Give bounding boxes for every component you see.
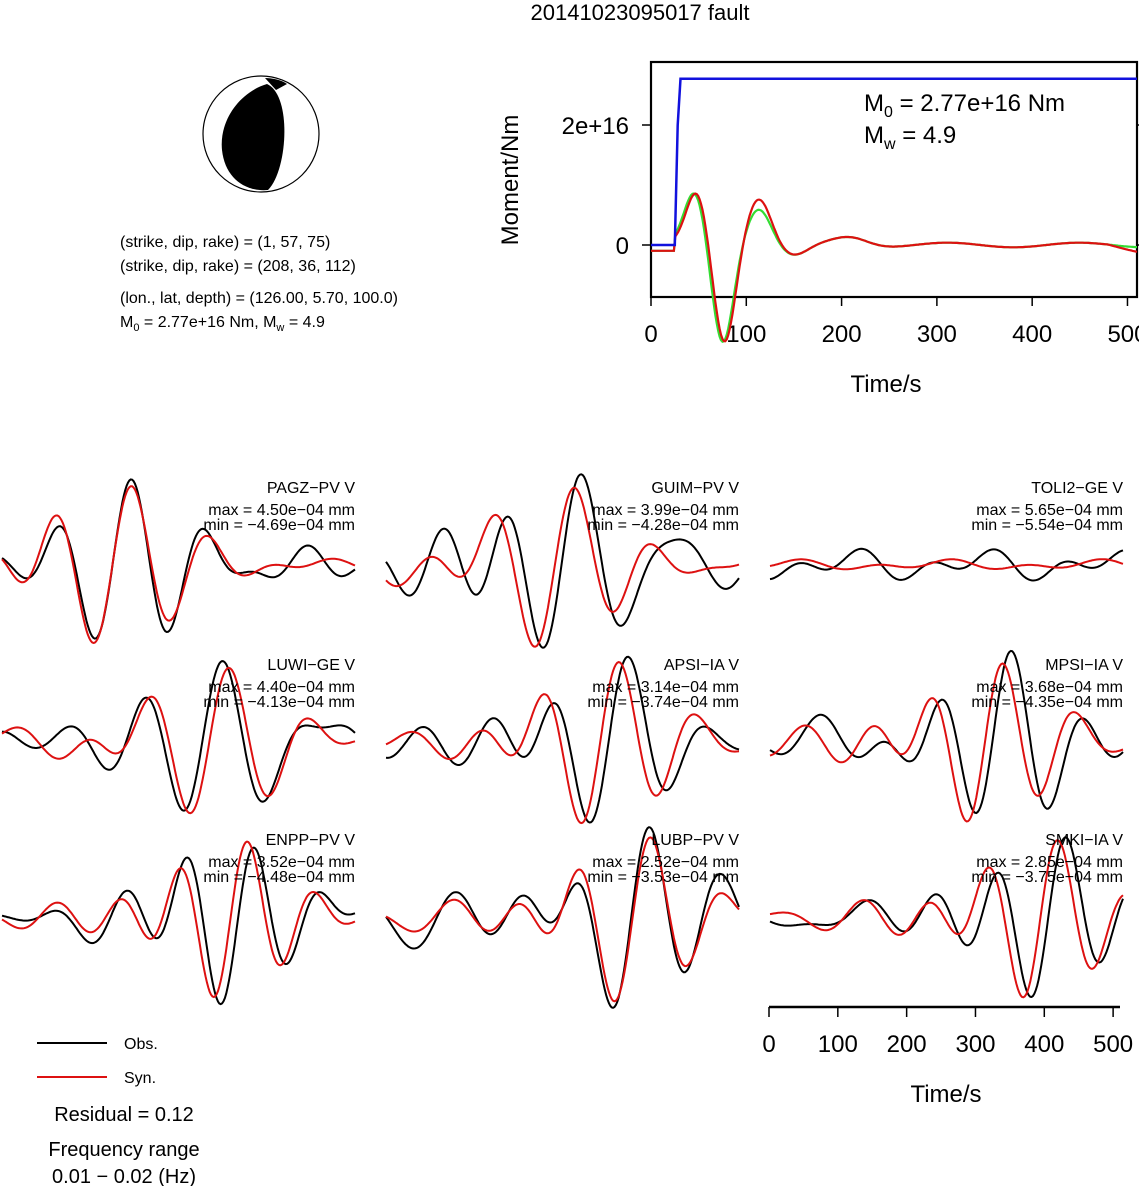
nodal-plane-2: (strike, dip, rake) = (208, 36, 112) [120, 258, 356, 275]
legend-syn-label: Syn. [124, 1070, 156, 1087]
waveform-syn-trace [385, 486, 740, 648]
station-max: max = 3.14e−04 mm [592, 679, 739, 696]
station-label: APSI−IA V [664, 657, 739, 674]
stf-xtick-label: 300 [917, 321, 957, 348]
waveform-syn-trace [769, 662, 1124, 823]
stf-rate-curve-red [651, 192, 1138, 343]
legend: Obs. Syn. Residual = 0.12 Frequency rang… [37, 1036, 200, 1188]
stf-xlabel: Time/s [850, 371, 921, 398]
station-max: max = 3.99e−04 mm [592, 502, 739, 519]
stf-ytick-label: 0 [616, 233, 629, 260]
legend-obs-label: Obs. [124, 1036, 158, 1053]
stf-xtick-label: 400 [1012, 321, 1052, 348]
station-min: min = −5.54e−04 mm [971, 517, 1123, 534]
stf-cumulative-moment-line [651, 77, 1137, 247]
frequency-range-value: 0.01 − 0.02 (Hz) [52, 1166, 196, 1186]
waveform-syn-trace [769, 558, 1124, 571]
station-max: max = 3.68e−04 mm [976, 679, 1123, 696]
waveform-xtick-label: 300 [955, 1031, 995, 1058]
waveform-xtick-label: 100 [818, 1031, 858, 1058]
stf-mw-annotation: Mw = 4.9 [864, 122, 956, 153]
stf-m0-annotation: M0 = 2.77e+16 Nm [864, 90, 1065, 121]
waveform-syn-trace [385, 661, 740, 825]
waveform-xtick-label: 500 [1093, 1031, 1133, 1058]
station-min: min = −4.13e−04 mm [203, 694, 355, 711]
station-max: max = 3.52e−04 mm [208, 854, 355, 871]
waveform-syn-trace [1, 666, 356, 815]
station-label: SMKI−IA V [1045, 832, 1123, 849]
moment-magnitude-summary: M0 = 2.77e+16 Nm, Mw = 4.9 [120, 314, 325, 334]
waveform-syn-trace [1, 485, 356, 645]
stf-ytick-label: 2e+16 [562, 113, 629, 140]
frequency-range-title: Frequency range [48, 1139, 199, 1161]
station-max: max = 5.65e−04 mm [976, 502, 1123, 519]
waveform-syn-trace [1, 840, 356, 999]
stf-xtick-label: 200 [822, 321, 862, 348]
waveform-xtick-label: 200 [887, 1031, 927, 1058]
waveform-xtick-label: 400 [1024, 1031, 1064, 1058]
waveform-xtick-label: 0 [762, 1031, 775, 1058]
station-min: min = −4.48e−04 mm [203, 869, 355, 886]
station-min: min = −3.74e−04 mm [587, 694, 739, 711]
station-min: min = −4.35e−04 mm [971, 694, 1123, 711]
waveform-obs-trace [385, 655, 740, 824]
residual-label: Residual = 0.12 [54, 1104, 194, 1126]
station-min: min = −4.28e−04 mm [587, 517, 739, 534]
waveform-obs-trace [769, 836, 1124, 999]
station-label: PAGZ−PV V [267, 480, 356, 497]
stf-xtick-label: 100 [726, 321, 766, 348]
station-max: max = 4.50e−04 mm [208, 502, 355, 519]
station-label: LUWI−GE V [267, 657, 355, 674]
station-min: min = −3.75e−04 mm [971, 869, 1123, 886]
station-label: TOLI2−GE V [1031, 480, 1123, 497]
stf-ylabel: Moment/Nm [497, 115, 524, 246]
station-max: max = 4.40e−04 mm [208, 679, 355, 696]
waveform-obs-trace [1, 846, 356, 1006]
station-label: LUBP−PV V [651, 832, 739, 849]
waveform-syn-trace [385, 836, 740, 1003]
figure-title: 20141023095017 fault [531, 0, 750, 25]
waveform-obs-trace [769, 649, 1124, 815]
station-min: min = −4.69e−04 mm [203, 517, 355, 534]
waveform-time-axis: Time/s 0 100 200 300 400 500 [762, 1005, 1133, 1108]
focal-mechanism-beachball [202, 75, 320, 193]
moment-time-plot: 010020030040050002e+16 M0 = 2.77e+16 Nm … [497, 60, 1139, 398]
waveform-obs-trace [769, 547, 1124, 582]
stf-xtick-label: 500 [1107, 321, 1139, 348]
station-max: max = 2.52e−04 mm [592, 854, 739, 871]
waveform-xlabel: Time/s [910, 1081, 981, 1108]
stf-plot-frame [649, 60, 1139, 299]
stf-rate-curve-green [651, 192, 1137, 343]
station-label: ENPP−PV V [266, 832, 356, 849]
station-min: min = −3.53e−04 mm [587, 869, 739, 886]
station-label: MPSI−IA V [1045, 657, 1123, 674]
waveform-obs-trace [385, 473, 740, 649]
station-label: GUIM−PV V [651, 480, 739, 497]
waveform-syn-trace [769, 839, 1124, 999]
hypocenter-location: (lon., lat, depth) = (126.00, 5.70, 100.… [120, 290, 398, 307]
nodal-plane-1: (strike, dip, rake) = (1, 57, 75) [120, 234, 330, 251]
stf-xtick-label: 0 [644, 321, 657, 348]
station-max: max = 2.85e−04 mm [976, 854, 1123, 871]
